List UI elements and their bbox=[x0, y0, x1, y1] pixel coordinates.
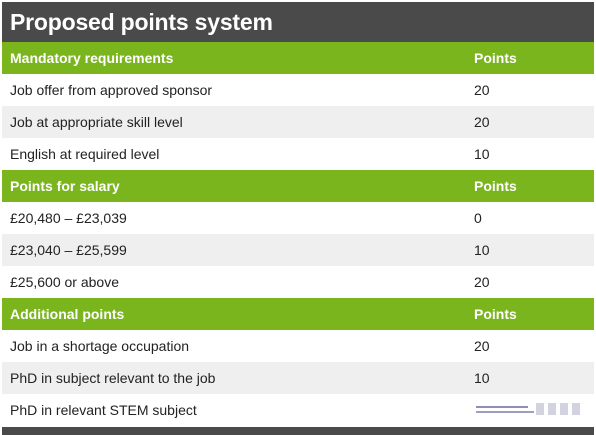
row-label: £23,040 – £25,599 bbox=[2, 234, 468, 266]
table-row: English at required level 10 bbox=[2, 138, 594, 170]
points-column-header: Points bbox=[468, 298, 594, 330]
section-header-salary: Points for salary Points bbox=[2, 170, 594, 202]
table-row: PhD in subject relevant to the job 10 bbox=[2, 362, 594, 394]
table-row: £23,040 – £25,599 10 bbox=[2, 234, 594, 266]
row-points: 20 bbox=[468, 266, 594, 298]
section-heading: Mandatory requirements bbox=[2, 42, 468, 74]
row-points: 20 bbox=[468, 330, 594, 362]
points-column-header: Points bbox=[468, 170, 594, 202]
bottom-bar bbox=[2, 427, 594, 435]
row-label: PhD in relevant STEM subject bbox=[2, 394, 468, 426]
row-label: £20,480 – £23,039 bbox=[2, 202, 468, 234]
row-points bbox=[468, 394, 594, 426]
row-points: 10 bbox=[468, 362, 594, 394]
section-header-additional: Additional points Points bbox=[2, 298, 594, 330]
points-column-header: Points bbox=[468, 42, 594, 74]
row-points: 0 bbox=[468, 202, 594, 234]
points-table: Mandatory requirements Points Job offer … bbox=[2, 42, 594, 426]
table-row: Job at appropriate skill level 20 bbox=[2, 106, 594, 138]
row-points: 20 bbox=[468, 106, 594, 138]
page-title: Proposed points system bbox=[2, 2, 594, 42]
table-row: £25,600 or above 20 bbox=[2, 266, 594, 298]
row-label: Job in a shortage occupation bbox=[2, 330, 468, 362]
section-header-mandatory: Mandatory requirements Points bbox=[2, 42, 594, 74]
table-row: Job in a shortage occupation 20 bbox=[2, 330, 594, 362]
row-points: 20 bbox=[468, 74, 594, 106]
section-heading: Points for salary bbox=[2, 170, 468, 202]
table-row: PhD in relevant STEM subject bbox=[2, 394, 594, 426]
row-label: Job at appropriate skill level bbox=[2, 106, 468, 138]
row-points: 10 bbox=[468, 234, 594, 266]
row-label: PhD in subject relevant to the job bbox=[2, 362, 468, 394]
row-label: English at required level bbox=[2, 138, 468, 170]
table-row: Job offer from approved sponsor 20 bbox=[2, 74, 594, 106]
row-points: 10 bbox=[468, 138, 594, 170]
table-row: £20,480 – £23,039 0 bbox=[2, 202, 594, 234]
section-heading: Additional points bbox=[2, 298, 468, 330]
row-label: £25,600 or above bbox=[2, 266, 468, 298]
row-label: Job offer from approved sponsor bbox=[2, 74, 468, 106]
